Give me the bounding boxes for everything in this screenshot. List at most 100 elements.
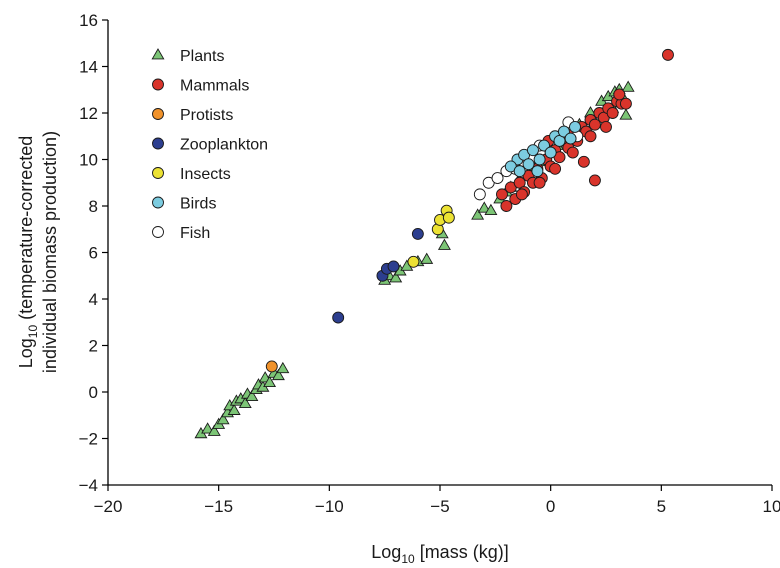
- x-tick-label: 0: [546, 497, 555, 516]
- mammals-point: [662, 48, 674, 61]
- legend-label-zooplankton: Zooplankton: [180, 137, 268, 154]
- birds-point: [564, 132, 577, 145]
- protists-point: [265, 360, 278, 373]
- legend-item-zooplankton: Zooplankton: [152, 137, 268, 154]
- fish-point: [473, 188, 486, 201]
- y-tick-label: −2: [79, 430, 98, 449]
- mammals-point: [584, 130, 597, 143]
- zooplankton-point: [332, 311, 345, 324]
- x-tick-label: 5: [657, 497, 666, 516]
- plants-point: [477, 201, 491, 213]
- legend-item-birds: Birds: [152, 196, 216, 213]
- y-tick-label: 12: [79, 104, 98, 123]
- mammals-point: [606, 107, 619, 119]
- series-birds: [504, 120, 581, 178]
- plants-point: [201, 422, 215, 434]
- legend-marker-protists: [152, 108, 164, 120]
- legend-label-mammals: Mammals: [180, 78, 249, 95]
- legend-item-protists: Protists: [152, 107, 233, 124]
- plants-point: [420, 252, 434, 264]
- x-tick-label: 10: [763, 497, 780, 516]
- x-tick-label: −10: [315, 497, 344, 516]
- birds-point: [533, 153, 546, 166]
- y-tick-label: −4: [79, 476, 98, 495]
- mammals-point: [588, 118, 601, 131]
- birds-point: [527, 144, 539, 157]
- plants-point: [207, 424, 221, 436]
- legend-marker-zooplankton: [152, 137, 164, 150]
- mammals-point: [566, 146, 579, 159]
- legend-marker-mammals: [152, 78, 164, 91]
- y-tick-label: 0: [89, 383, 98, 402]
- insects-point: [442, 211, 455, 224]
- mammals-point: [577, 155, 590, 168]
- birds-point: [513, 165, 526, 178]
- mammals-point: [496, 188, 508, 201]
- legend: Plants Mammals Protists Zooplankton Insects B…: [151, 48, 268, 242]
- legend-label-insects: Insects: [180, 166, 231, 183]
- x-tick-label: −5: [430, 497, 449, 516]
- legend-item-plants: Plants: [151, 48, 224, 65]
- mammals-point: [619, 97, 632, 110]
- plants-point: [619, 108, 633, 120]
- zooplankton-point: [387, 260, 400, 273]
- legend-item-insects: Insects: [152, 166, 231, 183]
- birds-point: [531, 165, 544, 178]
- y-tick-label: 10: [79, 151, 98, 170]
- insects-point: [407, 255, 420, 268]
- legend-marker-plants: [151, 48, 165, 60]
- x-tick-label: −20: [94, 497, 123, 516]
- birds-point: [569, 120, 581, 133]
- mammals-point: [515, 188, 528, 201]
- plants-point: [471, 208, 485, 220]
- plants-point: [276, 361, 290, 374]
- birds-point: [522, 158, 535, 171]
- legend-label-fish: Fish: [180, 225, 210, 242]
- mammals-point: [533, 176, 546, 189]
- legend-item-mammals: Mammals: [152, 78, 249, 95]
- plants-point: [227, 403, 241, 415]
- mammals-point: [588, 174, 601, 187]
- plants-point: [437, 238, 451, 250]
- y-tick-label: 2: [89, 337, 98, 356]
- legend-marker-birds: [152, 196, 164, 209]
- legend-label-protists: Protists: [180, 107, 233, 124]
- plants-point: [271, 368, 285, 381]
- series-insects: [407, 204, 455, 268]
- x-axis-label: Log10 [mass (kg)]: [371, 542, 508, 566]
- fish-point: [491, 172, 504, 185]
- y-tick-label: 14: [79, 58, 98, 77]
- x-tick-label: −15: [204, 497, 233, 516]
- legend-item-fish: Fish: [152, 225, 210, 242]
- legend-label-plants: Plants: [180, 48, 224, 65]
- plants-point: [216, 412, 230, 425]
- axes: [102, 19, 773, 491]
- mammals-point: [500, 200, 513, 212]
- legend-marker-fish: [152, 226, 164, 238]
- y-axis-label-line1: Log10 (temperature-corrected: [16, 136, 40, 368]
- plants-point: [484, 203, 498, 216]
- plants-point: [621, 80, 635, 92]
- plants-point: [263, 375, 277, 388]
- y-tick-label: 4: [89, 290, 98, 309]
- mammals-point: [549, 162, 562, 175]
- birds-point: [544, 146, 557, 159]
- zooplankton-point: [411, 227, 424, 240]
- y-tick-label: 6: [89, 244, 98, 263]
- series-protists: [265, 360, 278, 373]
- y-tick-label: 8: [89, 197, 98, 216]
- legend-label-birds: Birds: [180, 196, 216, 213]
- series-zooplankton: [332, 227, 424, 324]
- mammals-point: [600, 120, 612, 133]
- plants-point: [389, 271, 403, 283]
- y-axis-label-line2: individual biomass production): [40, 131, 60, 373]
- series-mammals: [496, 48, 674, 212]
- y-tick-label: 16: [79, 11, 98, 30]
- plants-point: [238, 396, 252, 408]
- legend-marker-insects: [152, 167, 164, 179]
- mammals-point: [613, 88, 626, 101]
- data-points: [194, 48, 674, 439]
- plants-point: [245, 389, 259, 401]
